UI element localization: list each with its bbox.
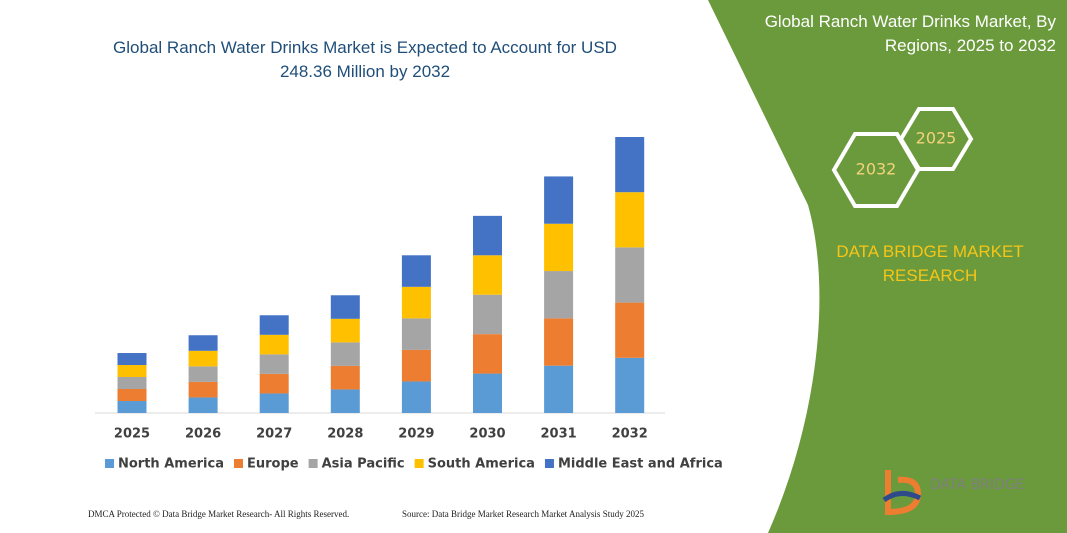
bar-segment — [259, 315, 289, 335]
bar-segment — [473, 373, 502, 413]
legend-swatch — [414, 459, 424, 468]
footer-text: Source: Data Bridge Market Research Mark… — [402, 509, 644, 519]
bar-segment — [544, 365, 574, 413]
bar-segment — [401, 349, 431, 382]
bar-segment — [117, 401, 147, 413]
bar-segment — [330, 389, 360, 413]
bar-segment — [473, 334, 502, 374]
bar-segment — [188, 381, 218, 398]
hexagon — [831, 132, 921, 208]
bar-segment — [473, 255, 502, 295]
bar-segment — [473, 294, 502, 335]
x-tick-label: 2032 — [612, 427, 648, 442]
bar-segment — [544, 318, 574, 366]
chart-title: Global Ranch Water Drinks Market is Expe… — [113, 38, 617, 81]
bar-segment — [615, 302, 645, 358]
brand-text: DATA BRIDGE MARKET RESEARCH — [836, 242, 1024, 285]
bar-segment — [401, 255, 431, 287]
panel-title: Global Ranch Water Drinks Market, By Reg… — [764, 12, 1056, 55]
legend-swatch — [308, 459, 318, 468]
bar-segment — [117, 365, 147, 378]
legend-label: Middle East and Africa — [558, 457, 723, 472]
legend-label: Asia Pacific — [322, 457, 405, 472]
x-tick-label: 2030 — [469, 427, 505, 442]
bar-segment — [615, 192, 645, 248]
legend-swatch — [234, 459, 243, 468]
bar-segment — [330, 318, 360, 343]
bar-segment — [259, 393, 289, 413]
bar-segment — [401, 381, 431, 413]
bar-segment — [615, 137, 645, 193]
bar-segment — [544, 176, 574, 224]
bar-segment — [188, 366, 218, 382]
bar-segment — [401, 318, 431, 350]
legend-label: South America — [428, 457, 535, 472]
x-tick-label: 2028 — [327, 427, 363, 442]
x-tick-label: 2026 — [185, 427, 221, 442]
logo-text: DATA BRIDGE — [930, 477, 1024, 493]
legend-label: North America — [118, 457, 224, 472]
x-tick-label: 2031 — [541, 427, 577, 442]
bar-segment — [330, 295, 360, 319]
bar-segment — [259, 354, 289, 374]
bar-segment — [188, 397, 218, 413]
bar-segment — [544, 271, 574, 319]
bar-segment — [117, 353, 147, 366]
logo: DATA BRIDGE — [882, 470, 1024, 516]
bar-segment — [117, 389, 147, 402]
bar-segment — [473, 215, 502, 256]
bar-segment — [544, 223, 574, 272]
legend-label: Europe — [247, 457, 299, 472]
bar-segment — [330, 342, 360, 366]
hexagon-label: 2032 — [856, 160, 897, 179]
x-tick-label: 2027 — [256, 427, 292, 442]
legend-swatch — [544, 459, 554, 468]
logo-mark — [882, 491, 922, 503]
x-tick-label: 2025 — [114, 427, 150, 442]
x-tick-label: 2029 — [398, 427, 434, 442]
footer-text: DMCA Protected © Data Bridge Market Rese… — [88, 509, 349, 519]
bar-segment — [259, 334, 289, 355]
bar-segment — [188, 350, 218, 367]
bar-segment — [615, 247, 645, 303]
bar-segment — [188, 335, 218, 351]
bar-segment — [401, 286, 431, 319]
hexagon-label: 2025 — [916, 129, 957, 148]
bar-segment — [330, 365, 360, 390]
logo-mark — [885, 470, 922, 516]
legend-swatch — [105, 459, 114, 468]
bar-segment — [117, 377, 147, 390]
bar-segment — [615, 357, 645, 413]
side-panel — [708, 0, 1067, 533]
bar-segment — [259, 373, 289, 394]
